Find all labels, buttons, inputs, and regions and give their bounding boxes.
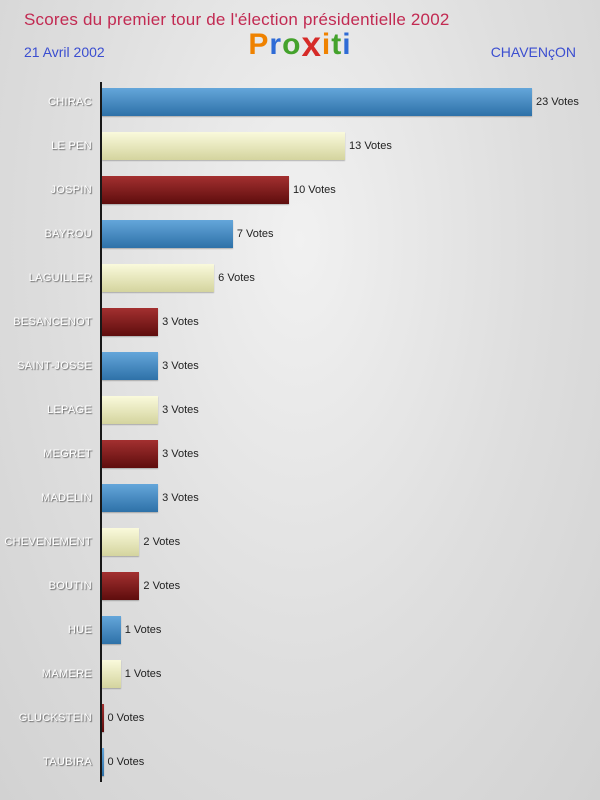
vote-count-label: 3 Votes <box>162 448 199 460</box>
bar <box>102 440 159 468</box>
bar <box>102 176 289 204</box>
bar-row: LE PEN 13 Votes <box>0 124 600 168</box>
vote-count-label: 2 Votes <box>143 536 181 548</box>
logo-letter: i <box>321 28 332 61</box>
bar-row: HUE 1 Votes <box>0 608 600 652</box>
bar-row: BOUTIN 2 Votes <box>0 564 600 608</box>
vote-count-label: 23 Votes <box>536 96 579 108</box>
vote-count-label: 10 Votes <box>292 184 336 196</box>
bar-row: CHIRAC 23 Votes <box>0 80 600 124</box>
vote-count-label: 3 Votes <box>162 492 199 504</box>
candidate-label: JOSPIN <box>50 184 92 196</box>
bar-row: CHEVENEMENT 2 Votes <box>0 520 600 564</box>
bar <box>102 396 159 424</box>
page-title: Scores du premier tour de l'élection pré… <box>24 10 450 29</box>
bar <box>102 264 215 292</box>
candidate-label: BOUTIN <box>48 580 92 592</box>
logo-letter: i <box>342 28 352 61</box>
bar-row: BAYROU 7 Votes <box>0 212 600 256</box>
bar <box>102 220 233 248</box>
logo-letter: o <box>282 28 302 61</box>
bar-row: JOSPIN 10 Votes <box>0 168 600 212</box>
bar <box>102 748 104 776</box>
candidate-label: HUE <box>67 624 92 636</box>
date-label: 21 Avril 2002 <box>24 44 105 60</box>
candidate-label: TAUBIRA <box>43 756 92 768</box>
bar <box>102 352 159 380</box>
vote-count-label: 1 Votes <box>124 668 162 680</box>
vote-count-label: 3 Votes <box>162 360 199 372</box>
candidate-label: MADELIN <box>41 492 92 504</box>
candidate-label: GLUCKSTEIN <box>18 712 92 724</box>
bar-row: MEGRET 3 Votes <box>0 432 600 476</box>
vote-count-label: 3 Votes <box>162 316 199 328</box>
vote-count-label: 1 Votes <box>124 624 162 636</box>
bar-row: MADELIN 3 Votes <box>0 476 600 520</box>
vote-count-label: 0 Votes <box>107 756 145 768</box>
chart-rows: CHIRAC 23 Votes LE PEN 13 Votes JOSPIN 10 Vot… <box>0 80 600 784</box>
logo-letter: x <box>301 25 322 64</box>
candidate-label: LEPAGE <box>46 404 92 416</box>
logo-letter: t <box>331 28 343 61</box>
candidate-label: MAMERE <box>41 668 92 680</box>
candidate-label: CHEVENEMENT <box>4 536 92 548</box>
vote-count-label: 6 Votes <box>218 272 255 284</box>
location-label: CHAVENçON <box>490 44 576 60</box>
logo-letter: r <box>269 28 283 61</box>
vote-count-label: 0 Votes <box>107 712 145 724</box>
candidate-label: BESANCENOT <box>13 316 92 328</box>
bar-row: GLUCKSTEIN 0 Votes <box>0 696 600 740</box>
candidate-label: SAINT-JOSSE <box>17 360 92 372</box>
subheader: 21 Avril 2002 Proxiti CHAVENçON <box>0 27 600 76</box>
bar-row: LEPAGE 3 Votes <box>0 388 600 432</box>
candidate-label: BAYROU <box>44 228 92 240</box>
axis-line <box>100 82 102 782</box>
bar <box>102 528 140 556</box>
bar <box>102 704 104 732</box>
bar <box>102 308 159 336</box>
vote-count-label: 13 Votes <box>349 140 392 152</box>
bar-row: MAMERE 1 Votes <box>0 652 600 696</box>
vote-count-label: 2 Votes <box>143 580 181 592</box>
bar <box>102 660 121 688</box>
bar-row: TAUBIRA 0 Votes <box>0 740 600 784</box>
bar <box>102 88 532 116</box>
bar <box>102 132 346 160</box>
bar-chart: CHIRAC 23 Votes LE PEN 13 Votes JOSPIN 10 Vot… <box>0 80 600 784</box>
candidate-label: CHIRAC <box>48 96 92 108</box>
bar <box>102 572 140 600</box>
bar <box>102 484 159 512</box>
bar <box>102 616 121 644</box>
bar-row: BESANCENOT 3 Votes <box>0 300 600 344</box>
candidate-label: LAGUILLER <box>28 272 92 284</box>
bar-row: SAINT-JOSSE 3 Votes <box>0 344 600 388</box>
vote-count-label: 7 Votes <box>236 228 274 240</box>
vote-count-label: 3 Votes <box>162 404 199 416</box>
bar-row: LAGUILLER 6 Votes <box>0 256 600 300</box>
proxiti-logo: Proxiti <box>248 25 352 64</box>
candidate-label: MEGRET <box>43 448 92 460</box>
candidate-label: LE PEN <box>51 140 92 152</box>
logo-letter: P <box>248 28 270 61</box>
